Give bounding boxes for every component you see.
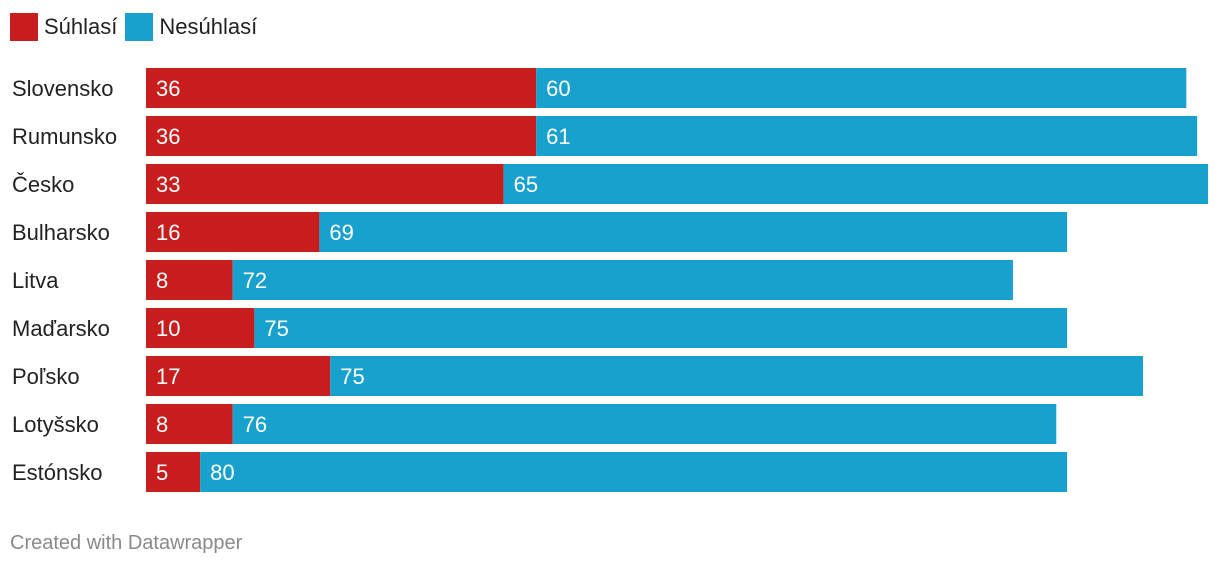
bar-agree	[146, 164, 504, 204]
value-label-disagree: 60	[546, 76, 570, 101]
bar-disagree	[200, 452, 1068, 492]
bar-disagree	[536, 116, 1198, 156]
category-label: Estónsko	[12, 460, 103, 485]
category-label: Litva	[12, 268, 59, 293]
category-label: Poľsko	[12, 364, 80, 389]
value-label-disagree: 72	[243, 268, 267, 293]
legend-swatch-disagree	[125, 13, 154, 41]
bar-disagree	[254, 308, 1068, 348]
value-label-agree: 16	[156, 220, 180, 245]
bar-disagree	[330, 356, 1143, 396]
bar-agree	[146, 212, 320, 252]
bar-row: Bulharsko 16 69	[12, 212, 1068, 252]
value-label-disagree: 76	[243, 412, 267, 437]
bar-disagree	[232, 404, 1057, 444]
bar-agree	[146, 116, 537, 156]
bar-row: Poľsko 17 75	[12, 356, 1143, 396]
legend-label-disagree: Nesúhlasí	[159, 14, 258, 39]
value-label-disagree: 65	[514, 172, 538, 197]
bar-row: Lotyšsko 8 76	[12, 404, 1057, 444]
bar-agree	[146, 404, 233, 444]
bar-row: Maďarsko 10 75	[12, 308, 1068, 348]
value-label-disagree: 75	[340, 364, 364, 389]
bar-agree	[146, 260, 233, 300]
value-label-disagree: 75	[264, 316, 288, 341]
value-label-disagree: 80	[210, 460, 234, 485]
category-label: Maďarsko	[12, 316, 110, 341]
bar-row: Rumunsko 36 61	[12, 116, 1198, 156]
bar-disagree	[536, 68, 1187, 108]
value-label-agree: 10	[156, 316, 180, 341]
bar-agree	[146, 356, 331, 396]
legend: Súhlasí Nesúhlasí	[10, 12, 265, 42]
bar-disagree	[319, 212, 1068, 252]
value-label-agree: 5	[156, 460, 168, 485]
bar-disagree	[232, 260, 1013, 300]
legend-item-agree: Súhlasí	[10, 13, 117, 41]
category-label: Lotyšsko	[12, 412, 99, 437]
bar-agree	[146, 452, 201, 492]
category-label: Rumunsko	[12, 124, 117, 149]
bar-row: Česko 33 65	[12, 164, 1208, 204]
bar-row: Litva 8 72	[12, 260, 1013, 300]
value-label-agree: 17	[156, 364, 180, 389]
legend-label-agree: Súhlasí	[44, 14, 118, 39]
footer-credit: Created with Datawrapper	[10, 532, 243, 554]
value-label-agree: 33	[156, 172, 180, 197]
bar-row: Estónsko 5 80	[12, 452, 1068, 492]
stacked-bar-chart: Slovensko 36 60 Rumunsko 36 61 Česko 33 65 Bulhar…	[12, 68, 1208, 492]
category-label: Bulharsko	[12, 220, 110, 245]
bar-disagree	[503, 164, 1208, 204]
value-label-agree: 36	[156, 124, 180, 149]
legend-item-disagree: Nesúhlasí	[125, 13, 257, 41]
value-label-agree: 36	[156, 76, 180, 101]
value-label-disagree: 61	[546, 124, 570, 149]
bar-row: Slovensko 36 60	[12, 68, 1187, 108]
category-label: Česko	[12, 172, 74, 197]
value-label-disagree: 69	[329, 220, 353, 245]
legend-swatch-agree	[10, 13, 38, 41]
category-label: Slovensko	[12, 76, 114, 101]
value-label-agree: 8	[156, 268, 168, 293]
value-label-agree: 8	[156, 412, 168, 437]
bar-agree	[146, 68, 537, 108]
bar-agree	[146, 308, 255, 348]
